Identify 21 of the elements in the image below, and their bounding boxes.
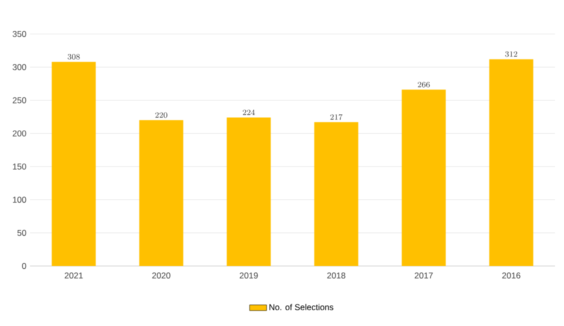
y-tick-label: 0 xyxy=(22,263,26,269)
bar xyxy=(139,120,184,266)
x-tick-label: 2017 xyxy=(414,272,433,279)
y-tick-label: 250 xyxy=(12,97,26,104)
y-tick-label: 150 xyxy=(12,164,26,170)
bar xyxy=(52,62,96,266)
legend-label: No. of Selections xyxy=(269,304,334,310)
bar xyxy=(226,118,271,266)
bar xyxy=(402,90,446,266)
y-tick-label: 50 xyxy=(17,230,26,236)
x-tick-label: 2020 xyxy=(152,272,170,279)
x-tick-label: 2016 xyxy=(502,272,520,279)
y-tick-label: 100 xyxy=(12,196,26,203)
y-tick-label: 200 xyxy=(12,130,26,136)
x-tick-label: 2021 xyxy=(64,272,83,279)
y-tick-label: 350 xyxy=(12,31,26,37)
bar xyxy=(314,122,358,266)
bar xyxy=(489,59,534,266)
y-tick-label: 300 xyxy=(12,64,26,70)
x-tick-label: 2018 xyxy=(327,272,346,279)
x-tick-label: 2019 xyxy=(240,272,258,279)
